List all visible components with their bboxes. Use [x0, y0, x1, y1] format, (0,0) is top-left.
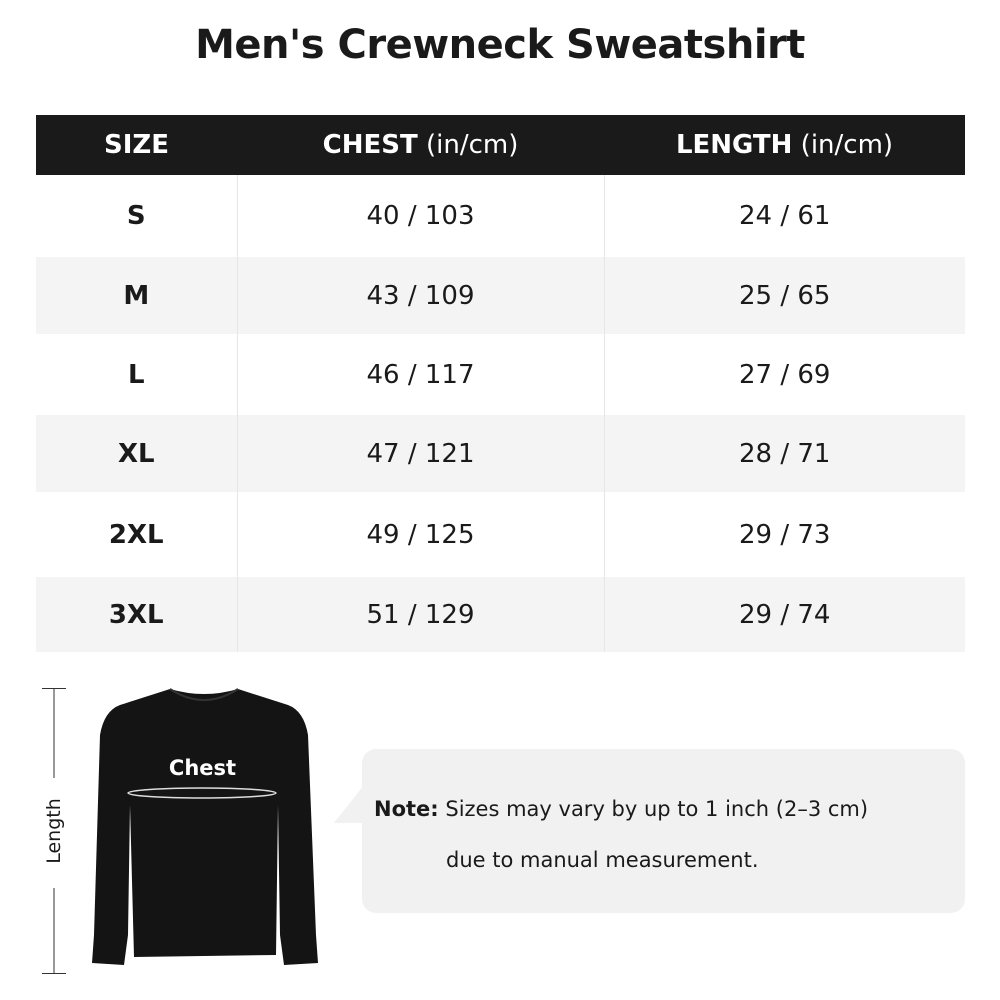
length-cell: 28 / 71 — [603, 415, 965, 492]
table-header: SIZE CHEST (in/cm) LENGTH (in/cm) — [36, 115, 965, 175]
size-cell: L — [36, 334, 237, 415]
size-table: SIZE CHEST (in/cm) LENGTH (in/cm) S 40 / … — [36, 115, 965, 652]
table-row: XL 47 / 121 28 / 71 — [36, 415, 965, 492]
table-row: M 43 / 109 25 / 65 — [36, 257, 965, 334]
table-row: 3XL 51 / 129 29 / 74 — [36, 577, 965, 652]
table-row: S 40 / 103 24 / 61 — [36, 175, 965, 257]
note-line-1: Note: Sizes may vary by up to 1 inch (2–… — [374, 797, 869, 821]
chest-cell: 49 / 125 — [236, 492, 604, 577]
note-bubble-tail — [334, 785, 364, 823]
size-cell: 3XL — [36, 577, 237, 652]
note-line-2: due to manual measurement. — [446, 848, 759, 872]
length-measure-line — [42, 688, 66, 974]
chest-cell: 43 / 109 — [236, 257, 604, 334]
chest-cell: 46 / 117 — [236, 334, 604, 415]
header-length: LENGTH (in/cm) — [604, 115, 965, 175]
length-cell: 27 / 69 — [603, 334, 965, 415]
chest-cell: 51 / 129 — [236, 577, 604, 652]
chest-cell: 47 / 121 — [236, 415, 604, 492]
size-cell: XL — [36, 415, 237, 492]
size-cell: 2XL — [36, 492, 237, 577]
sweatshirt-image — [92, 688, 318, 965]
page-title: Men's Crewneck Sweatshirt — [195, 22, 805, 68]
length-cell: 29 / 74 — [603, 577, 965, 652]
table-row: 2XL 49 / 125 29 / 73 — [36, 492, 965, 577]
header-chest: CHEST (in/cm) — [237, 115, 604, 175]
chest-label: Chest — [168, 756, 237, 780]
length-cell: 25 / 65 — [603, 257, 965, 334]
table-row: L 46 / 117 27 / 69 — [36, 334, 965, 415]
length-label: Length — [43, 798, 65, 864]
size-cell: M — [36, 257, 237, 334]
chest-cell: 40 / 103 — [236, 175, 604, 257]
header-size: SIZE — [36, 115, 237, 175]
size-cell: S — [36, 175, 237, 257]
length-cell: 24 / 61 — [603, 175, 965, 257]
length-cell: 29 / 73 — [603, 492, 965, 577]
note-bubble — [362, 749, 965, 913]
